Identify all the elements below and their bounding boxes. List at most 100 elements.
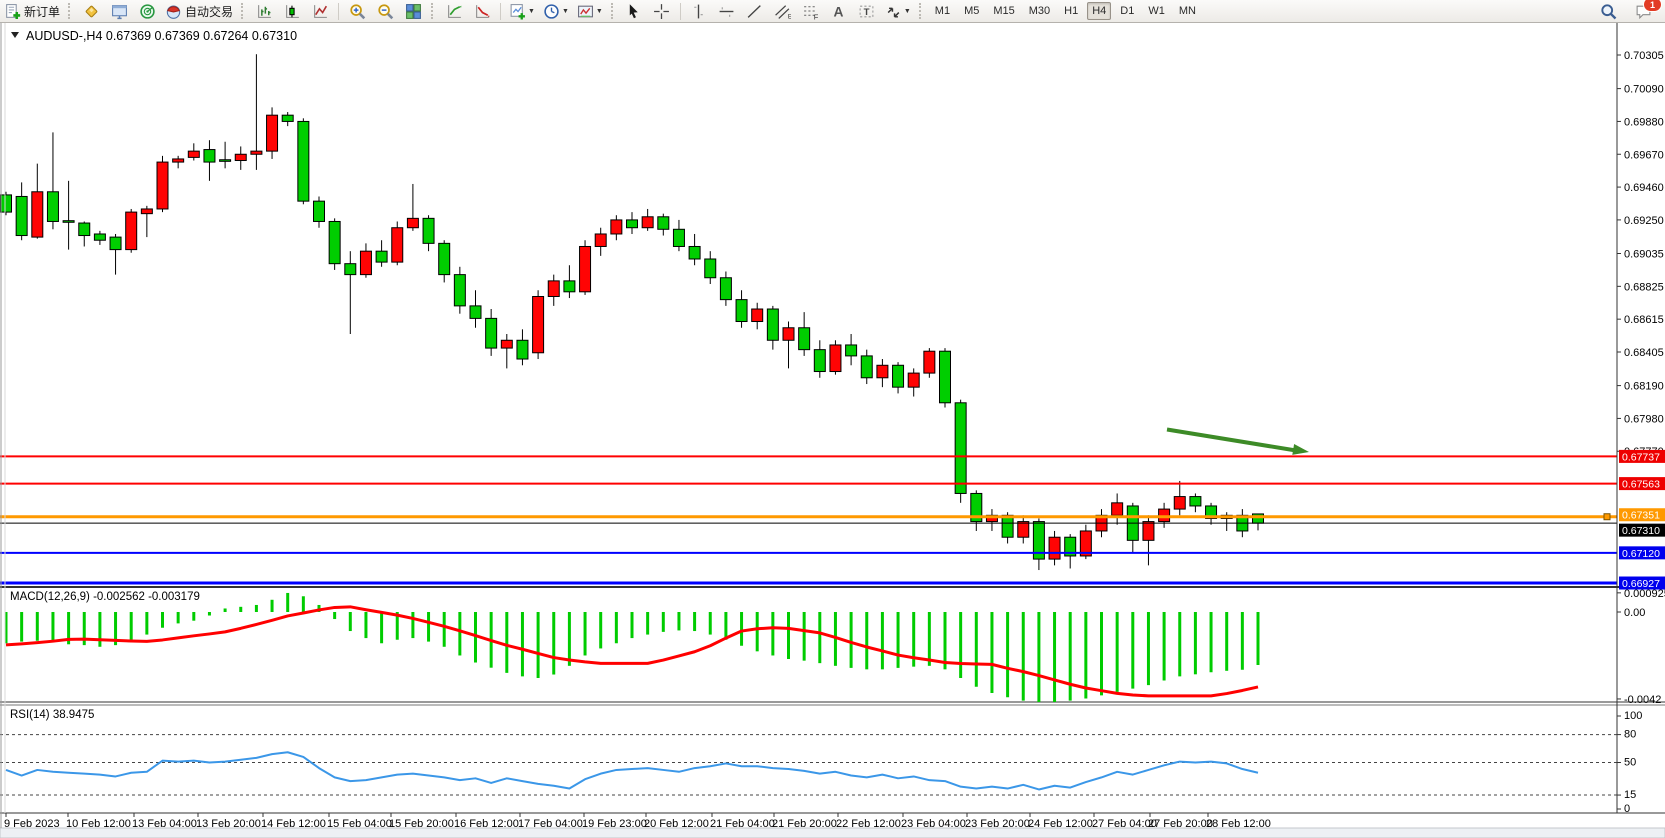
timeframe-button-w1[interactable]: W1 (1148, 5, 1165, 17)
time-tick-label: 24 Feb 12:00 (1028, 818, 1093, 830)
timeframe-button-h1[interactable]: H1 (1064, 5, 1079, 17)
tile-windows-icon (405, 3, 421, 19)
candle (782, 327, 795, 341)
price-badge-label: 0.67310 (1622, 525, 1660, 537)
candle (876, 364, 889, 379)
radar-icon (139, 3, 155, 19)
notifications-button[interactable]: 1 (1630, 0, 1662, 22)
candle (485, 317, 498, 349)
candle (766, 308, 779, 341)
periods-button[interactable]: ▼ (540, 0, 572, 22)
time-axis[interactable]: 9 Feb 2023 10 Feb 12:00 13 Feb 04:00 13 Feb… (4, 813, 1271, 830)
crosshair-icon (654, 3, 670, 19)
notification-badge: 1 (1643, 0, 1662, 12)
bar-chart-button[interactable] (251, 0, 277, 22)
chart-window-button[interactable] (78, 0, 104, 22)
timeframe-button-mn[interactable]: MN (1178, 5, 1196, 17)
rsi-axis-label: 15 (1624, 789, 1636, 801)
zoom-out-icon (377, 3, 393, 19)
indicator-up-icon (447, 4, 461, 18)
autotrading-button[interactable]: 自动交易 (162, 0, 236, 22)
timeframe-button-m15[interactable]: M15 (993, 5, 1015, 17)
vline-icon (694, 4, 704, 18)
text-button[interactable]: A (826, 0, 852, 22)
new-chart-button[interactable]: ▼ (506, 0, 538, 22)
timeframe-button-d1[interactable]: D1 (1120, 5, 1135, 17)
candle (46, 191, 59, 222)
candle (626, 219, 638, 229)
channel-button[interactable]: E (770, 0, 796, 22)
search-icon (1600, 3, 1616, 19)
horizontal-line-button[interactable] (714, 0, 740, 22)
toolbar-separator (338, 2, 340, 20)
search-button[interactable] (1595, 0, 1621, 22)
svg-text:T: T (864, 7, 870, 18)
price-badge (1619, 449, 1665, 463)
candle (688, 245, 701, 260)
line-handle[interactable] (1603, 513, 1611, 521)
trendline-button[interactable] (742, 0, 768, 22)
new-order-button[interactable]: 新订单 (1, 0, 63, 22)
time-tick-label: 23 Feb 20:00 (965, 818, 1030, 830)
zoom-in-button[interactable] (344, 0, 370, 22)
candle (1079, 530, 1092, 557)
candle (422, 217, 435, 244)
candle (907, 372, 920, 388)
tile-windows-button[interactable] (400, 0, 426, 22)
time-tick-label: 27 Feb 04:00 (1092, 818, 1157, 830)
yellow-tag-icon (85, 5, 97, 17)
templates-button[interactable]: ▼ (574, 0, 606, 22)
indicators-up-button[interactable] (441, 0, 467, 22)
candle (704, 258, 717, 279)
candle (500, 339, 513, 349)
line-chart-button[interactable] (307, 0, 333, 22)
candle (234, 153, 247, 162)
vertical-line-button[interactable] (686, 0, 712, 22)
candle (1032, 521, 1045, 560)
timeframe-button-m5[interactable]: M5 (964, 5, 980, 17)
timeframe-button-h4[interactable]: H4 (1087, 2, 1112, 20)
price-badge (1619, 523, 1665, 537)
candle (93, 233, 106, 241)
time-tick-label: 15 Feb 20:00 (389, 818, 454, 830)
price-tick-label: 0.69880 (1624, 116, 1664, 128)
candle (156, 161, 169, 210)
fibonacci-button[interactable]: F (798, 0, 824, 22)
candle (939, 350, 951, 404)
price-tick-label: 0.68405 (1624, 347, 1664, 359)
chevron-down-icon: ▼ (528, 7, 535, 15)
candle (751, 308, 764, 323)
candlestick-icon (285, 4, 299, 18)
candle (15, 195, 28, 237)
timeframe-button-m1[interactable]: M1 (934, 5, 951, 17)
arrows-button[interactable]: ▼ (882, 0, 914, 22)
strategy-tester-button[interactable] (134, 0, 160, 22)
trend-arrow-annotation[interactable] (1166, 427, 1309, 455)
bar-chart-icon (257, 4, 271, 18)
trendline-icon (747, 4, 762, 18)
candle (954, 402, 967, 494)
price-badge-label: 0.67351 (1622, 510, 1660, 522)
terminal-button[interactable] (106, 0, 132, 22)
zoom-out-button[interactable] (372, 0, 398, 22)
chart-title: AUDUSD-,H4 0.67369 0.67369 0.67264 0.673… (11, 29, 297, 43)
indicators-down-button[interactable] (469, 0, 495, 22)
timeframe-button-m30[interactable]: M30 (1028, 5, 1051, 17)
macd-axis-label: -0.0042 (1624, 694, 1661, 706)
time-tick-label: 21 Feb 04:00 (710, 818, 775, 830)
price-badge (1619, 477, 1665, 491)
cursor-icon (630, 3, 639, 18)
text-label-button[interactable]: T (854, 0, 880, 22)
candlestick-chart-button[interactable] (279, 0, 305, 22)
candle (1017, 521, 1030, 538)
svg-text:E: E (788, 13, 791, 20)
candle (641, 216, 654, 229)
chevron-down-icon[interactable] (11, 32, 19, 38)
new-order-icon (6, 3, 21, 19)
cursor-button[interactable] (621, 0, 647, 22)
time-tick-label: 17 Feb 04:00 (518, 818, 583, 830)
crosshair-button[interactable] (649, 0, 675, 22)
price-axis[interactable]: 0.70305 0.70090 0.69880 0.69670 0.69460 0.692… (1616, 23, 1665, 815)
candle (1048, 536, 1061, 560)
